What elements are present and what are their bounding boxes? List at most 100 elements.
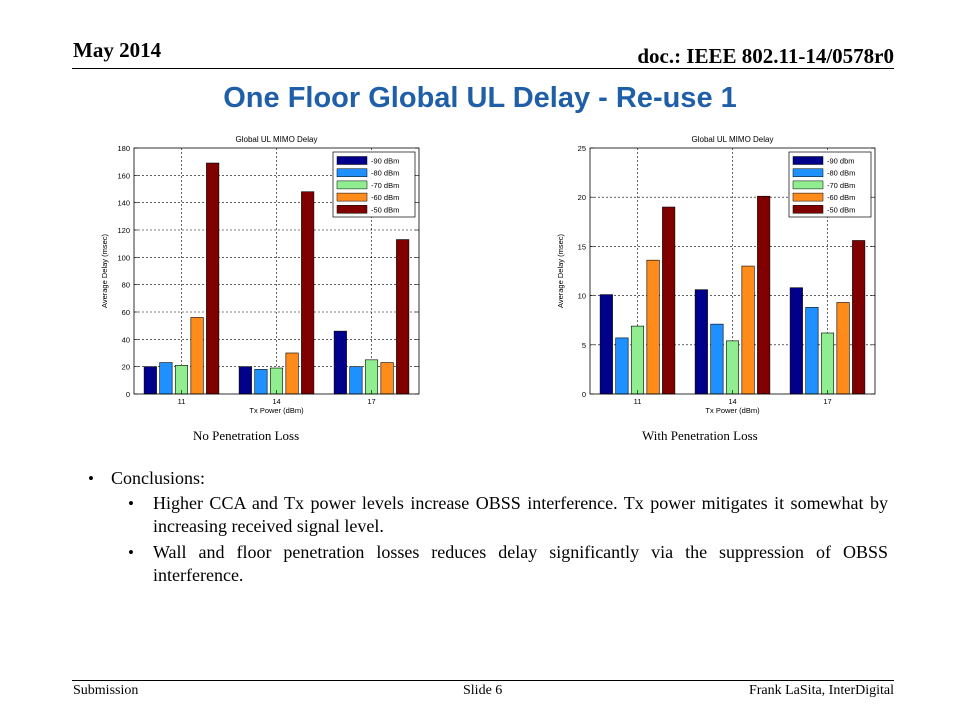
x-axis-label: Tx Power (dBm) — [249, 406, 304, 415]
legend-label: -60 dBm — [371, 193, 399, 202]
bar — [725, 340, 740, 395]
header-doc-id: doc.: IEEE 802.11-14/0578r0 — [637, 44, 894, 68]
y-tick-label: 120 — [117, 226, 130, 235]
bar — [805, 307, 819, 395]
header-divider — [72, 68, 894, 69]
x-tick-label: 11 — [634, 397, 642, 406]
legend-swatch — [792, 156, 824, 165]
bar — [710, 323, 724, 395]
legend-swatch — [336, 192, 368, 202]
conclusion-item: • Higher CCA and Tx power levels increas… — [88, 492, 888, 538]
bar — [757, 195, 771, 395]
y-tick-label: 20 — [122, 363, 130, 372]
slide-title: One Floor Global UL Delay - Re-use 1 — [223, 82, 737, 114]
legend-label: -50 dBm — [827, 205, 855, 214]
y-tick-label: 20 — [578, 193, 586, 202]
legend-label: -90 dBm — [371, 157, 399, 166]
bar — [174, 365, 189, 395]
footer-author: Frank LaSita, InterDigital — [748, 683, 894, 698]
bar — [694, 289, 708, 395]
bar — [301, 191, 315, 395]
bar — [662, 206, 676, 395]
chart-with-penetration-loss: Global UL MIMO Delay 0 5 10 15 20 25 11 14 17 Tx P… — [516, 130, 901, 425]
legend-label: -90 dbm — [827, 157, 855, 166]
x-tick-label: 14 — [728, 397, 736, 406]
legend-label: -50 dBm — [371, 205, 399, 214]
bar — [820, 332, 835, 395]
bar — [143, 366, 157, 395]
bar — [646, 259, 660, 395]
bar — [599, 294, 613, 395]
y-tick-label: 10 — [578, 292, 586, 301]
legend-swatch — [336, 156, 368, 165]
footer-slide-number: Slide 6 — [463, 683, 503, 698]
chart-no-penetration-loss: Global UL MIMO Delay 0 20 40 60 80 100 120 140 16… — [60, 130, 445, 425]
legend-label: -70 dBm — [827, 181, 855, 190]
caption-with-penetration-loss: With Penetration Loss — [642, 428, 758, 443]
y-axis-label: Average Delay (msec) — [556, 233, 565, 308]
bar — [285, 352, 299, 395]
bar — [206, 162, 220, 395]
legend-swatch — [336, 180, 368, 190]
bar — [741, 265, 755, 395]
x-tick-label: 11 — [178, 397, 186, 406]
x-axis-label: Tx Power (dBm) — [705, 406, 760, 415]
bar — [380, 362, 394, 395]
bar — [364, 359, 379, 395]
bar — [159, 362, 173, 395]
bar — [349, 366, 363, 395]
y-tick-label: 5 — [582, 341, 586, 350]
chart-title: Global UL MIMO Delay — [692, 135, 774, 144]
bar — [630, 325, 645, 395]
y-tick-label: 25 — [578, 144, 586, 153]
bar — [333, 330, 347, 395]
bullet-dot-icon: • — [128, 494, 134, 513]
y-axis-label: Average Delay (msec) — [100, 233, 109, 308]
y-tick-label: 0 — [582, 390, 586, 399]
conclusions-list: • Conclusions: • Higher CCA and Tx power… — [88, 467, 888, 590]
bar — [190, 317, 204, 395]
footer-submission: Submission — [73, 683, 139, 698]
conclusion-text: Wall and floor penetration losses reduce… — [153, 542, 888, 585]
bullet-dot-icon: • — [88, 469, 94, 488]
chart-title: Global UL MIMO Delay — [236, 135, 318, 144]
legend-swatch — [792, 180, 824, 190]
legend-label: -70 dBm — [371, 181, 399, 190]
y-tick-label: 80 — [122, 281, 130, 290]
x-tick-label: 17 — [367, 397, 375, 406]
bar — [789, 287, 803, 395]
legend-swatch — [336, 168, 368, 177]
footer-divider — [72, 680, 894, 681]
chart-svg: Global UL MIMO Delay 0 20 40 60 80 100 120 140 16… — [100, 135, 420, 415]
conclusion-text: Higher CCA and Tx power levels increase … — [153, 493, 888, 536]
legend-swatch — [792, 168, 824, 177]
bar — [615, 337, 629, 395]
x-tick-label: 17 — [823, 397, 831, 406]
y-tick-label: 40 — [122, 335, 130, 344]
chart-svg: Global UL MIMO Delay 0 5 10 15 20 25 11 14 17 Tx P… — [556, 135, 876, 415]
y-tick-label: 60 — [122, 308, 130, 317]
legend-swatch — [792, 205, 824, 214]
bar — [396, 239, 410, 395]
bar — [254, 369, 268, 395]
legend: -90 dBm -80 dBm -70 dBm -60 dBm -50 dBm — [332, 151, 416, 218]
y-tick-label: 100 — [117, 253, 130, 262]
legend-swatch — [336, 205, 368, 214]
y-tick-label: 0 — [126, 390, 130, 399]
legend-swatch — [792, 192, 824, 202]
legend-label: -60 dBm — [827, 193, 855, 202]
x-tick-label: 14 — [272, 397, 280, 406]
bar — [238, 366, 252, 395]
conclusions-heading: Conclusions: — [111, 468, 206, 488]
legend-label: -80 dBm — [371, 169, 399, 178]
y-tick-label: 140 — [117, 199, 130, 208]
conclusions-heading-item: • Conclusions: — [88, 467, 888, 490]
y-tick-label: 15 — [578, 242, 586, 251]
y-tick-label: 160 — [117, 171, 130, 180]
legend-label: -80 dBm — [827, 169, 855, 178]
bar — [852, 240, 866, 395]
bullet-dot-icon: • — [128, 543, 134, 562]
header-date: May 2014 — [73, 38, 162, 62]
conclusion-item: • Wall and floor penetration losses redu… — [88, 541, 888, 587]
y-tick-label: 180 — [117, 144, 130, 153]
